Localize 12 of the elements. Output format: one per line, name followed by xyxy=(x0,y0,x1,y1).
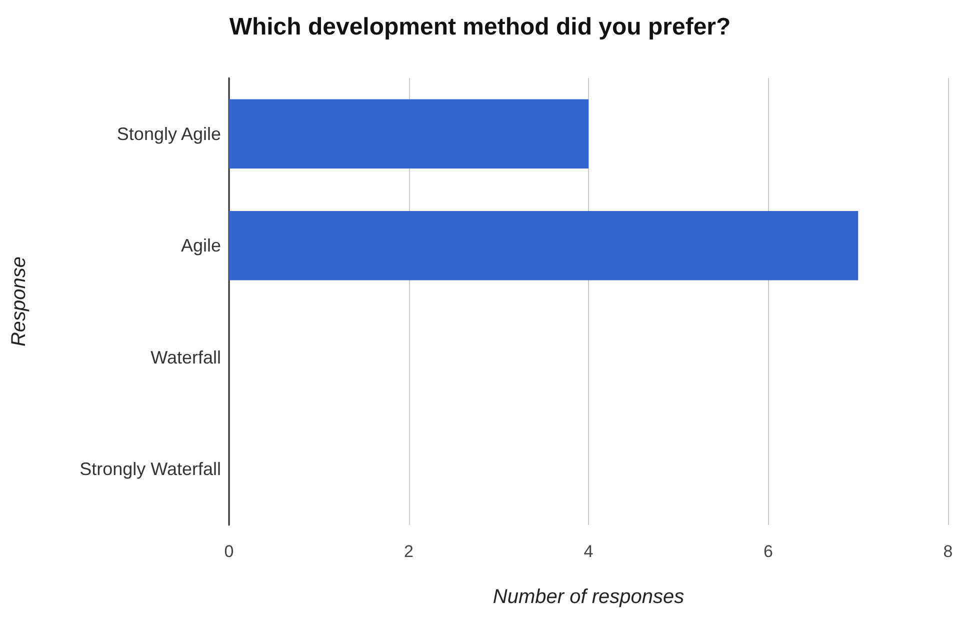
chart-title: Which development method did you prefer? xyxy=(229,14,731,40)
x-axis-title: Number of responses xyxy=(492,586,684,608)
x-tick-label: 6 xyxy=(764,542,773,561)
x-tick-label: 0 xyxy=(224,542,234,561)
x-tick-label: 2 xyxy=(404,542,414,561)
x-tick-label: 8 xyxy=(943,542,953,561)
y-tick-label: Agile xyxy=(180,236,221,256)
y-axis-title: Response xyxy=(8,256,30,347)
y-tick-label: Stongly Agile xyxy=(116,124,221,144)
y-tick-label: Strongly Waterfall xyxy=(80,459,221,480)
x-tick-label: 4 xyxy=(584,542,594,561)
y-tick-label: Waterfall xyxy=(150,347,221,368)
